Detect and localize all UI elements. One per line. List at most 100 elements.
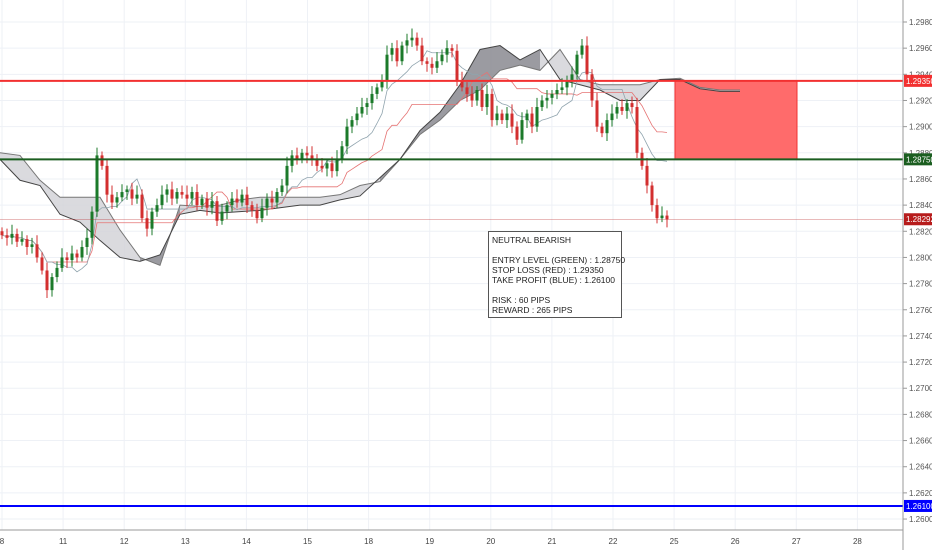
candle-body: [545, 97, 549, 101]
candle-body: [110, 194, 114, 203]
candle-body: [300, 152, 304, 160]
candle-body: [540, 100, 544, 108]
date-tick-label: 14: [242, 537, 251, 546]
price-tick-label: 1.28400: [909, 201, 932, 210]
price-label-text: 1.26100: [906, 502, 932, 511]
candle-body: [215, 201, 219, 221]
cloud-segment: [280, 197, 300, 208]
note-risk: RISK : 60 PIPS: [492, 295, 551, 305]
price-label-badge: [904, 213, 932, 226]
candle-body: [495, 113, 499, 121]
cloud-segment: [420, 112, 440, 135]
date-tick-label: 22: [609, 537, 618, 546]
candle-body: [180, 192, 184, 195]
candle-body: [310, 155, 314, 160]
cloud-segment: [120, 229, 140, 262]
cloud-segment: [340, 185, 360, 200]
candle-body: [405, 40, 409, 46]
date-tick-label: 25: [670, 537, 679, 546]
date-tick-label: 18: [364, 537, 373, 546]
candle-body: [660, 215, 664, 219]
candle-body: [555, 90, 559, 94]
risk-zone: [674, 80, 798, 160]
candle-body: [610, 113, 614, 121]
candle-body: [505, 113, 509, 121]
price-tick-label: 1.29800: [909, 18, 932, 27]
date-tick-label: 20: [486, 537, 495, 546]
candle-body: [510, 113, 514, 127]
candle-body: [60, 257, 64, 268]
candle-body: [585, 45, 589, 75]
candle-body: [515, 126, 519, 140]
candle-body: [115, 197, 119, 203]
candle-body: [325, 163, 329, 169]
span-a-line: [0, 48, 740, 266]
date-tick-label: 26: [731, 537, 740, 546]
conversion-line: [1, 50, 668, 273]
candle-body: [305, 152, 309, 156]
candle-body: [220, 211, 224, 221]
price-tick-label: 1.29000: [909, 123, 932, 132]
price-label-badge: [904, 153, 932, 166]
cloud-segment: [0, 152, 20, 181]
candle-body: [645, 165, 649, 186]
candle-body: [250, 205, 254, 211]
date-tick-label: 15: [303, 537, 312, 546]
note-stop: STOP LOSS (RED) : 1.29350: [492, 265, 604, 275]
candle-body: [630, 103, 634, 108]
candle-body: [425, 61, 429, 64]
candle-body: [355, 113, 359, 121]
candle-body: [70, 253, 74, 261]
candle-body: [45, 270, 49, 291]
cloud-segment: [40, 180, 60, 215]
candle-body: [570, 74, 574, 81]
cloud-segment: [140, 254, 160, 266]
candle-body: [590, 74, 594, 101]
date-tick-label: 28: [853, 537, 862, 546]
candle-body: [40, 257, 44, 271]
candle-body: [440, 54, 444, 62]
candle-body: [185, 194, 189, 199]
candle-body: [100, 155, 104, 166]
date-tick-label: 8: [0, 537, 5, 546]
price-tick-label: 1.29600: [909, 44, 932, 53]
candle-body: [330, 163, 334, 172]
candle-body: [145, 218, 149, 229]
candle-body: [625, 103, 629, 111]
candle-body: [90, 211, 94, 238]
price-tick-label: 1.28200: [909, 227, 932, 236]
cloud-segment: [520, 49, 540, 71]
candle-body: [0, 231, 4, 236]
candle-body: [485, 93, 489, 108]
price-tick-label: 1.28800: [909, 149, 932, 158]
candle-body: [655, 205, 659, 219]
note-target: TAKE PROFIT (BLUE) : 1.26100: [492, 275, 615, 285]
candle-body: [275, 192, 279, 203]
candle-body: [5, 235, 9, 238]
candle-body: [530, 113, 534, 127]
price-label-badge: [904, 499, 932, 512]
trade-note: NEUTRAL BEARISH ENTRY LEVEL (GREEN) : 1.…: [488, 231, 625, 318]
candle-body: [340, 146, 344, 160]
candle-body: [150, 211, 154, 229]
date-tick-label: 13: [181, 537, 190, 546]
candle-body: [595, 100, 599, 127]
candle-body: [75, 253, 79, 258]
candle-body: [470, 93, 474, 101]
candle-body: [525, 113, 529, 121]
candle-body: [450, 48, 454, 51]
candle-body: [80, 246, 84, 258]
candle-body: [135, 194, 139, 199]
candle-body: [155, 205, 159, 212]
candle-body: [335, 159, 339, 172]
span-b-line: [0, 45, 740, 262]
price-tick-label: 1.26600: [909, 437, 932, 446]
candle-body: [415, 37, 419, 46]
price-tick-label: 1.26200: [909, 489, 932, 498]
candle-body: [225, 205, 229, 212]
candle-body: [445, 48, 449, 55]
candle-body: [210, 201, 214, 208]
cloud-segment: [100, 197, 120, 258]
candle-body: [520, 120, 524, 140]
